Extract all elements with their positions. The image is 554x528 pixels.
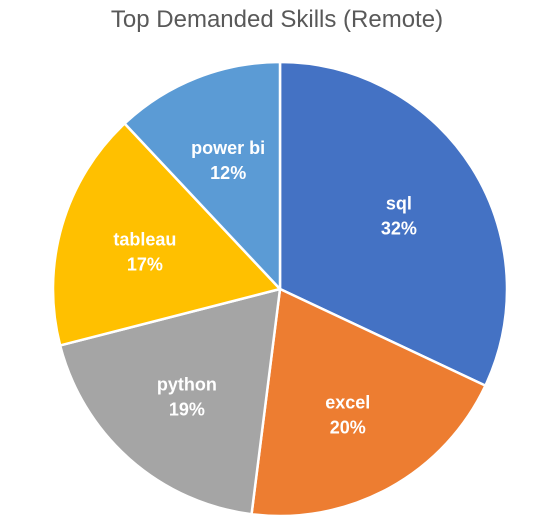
slice-percent-label: 17%	[127, 255, 163, 275]
data-label-power-bi: power bi 12%	[191, 138, 265, 183]
pie-slice-python	[58, 287, 282, 516]
slice-category-label: excel	[325, 392, 370, 412]
slice-percent-label: 20%	[330, 417, 366, 437]
pie-slices	[51, 60, 509, 518]
pie-labels: sql 32% excel 20% python 19% tableau 17% power b…	[113, 138, 417, 437]
slice-category-label: tableau	[113, 230, 176, 250]
data-label-python: python 19%	[157, 375, 217, 420]
slice-category-label: python	[157, 375, 217, 395]
pie-slice-power-bi	[123, 60, 282, 291]
slice-percent-label: 12%	[210, 163, 246, 183]
data-label-tableau: tableau 17%	[113, 230, 176, 275]
slice-percent-label: 32%	[381, 219, 417, 239]
slice-percent-label: 19%	[169, 400, 205, 420]
pie-slice-excel	[250, 287, 487, 518]
slice-category-label: sql	[386, 194, 412, 214]
pie-slice-tableau	[51, 122, 282, 347]
chart-title: Top Demanded Skills (Remote)	[110, 6, 444, 33]
slice-category-label: power bi	[191, 138, 265, 158]
data-label-sql: sql 32%	[381, 194, 417, 239]
pie-slice-sql	[278, 60, 509, 387]
data-label-excel: excel 20%	[325, 392, 370, 437]
